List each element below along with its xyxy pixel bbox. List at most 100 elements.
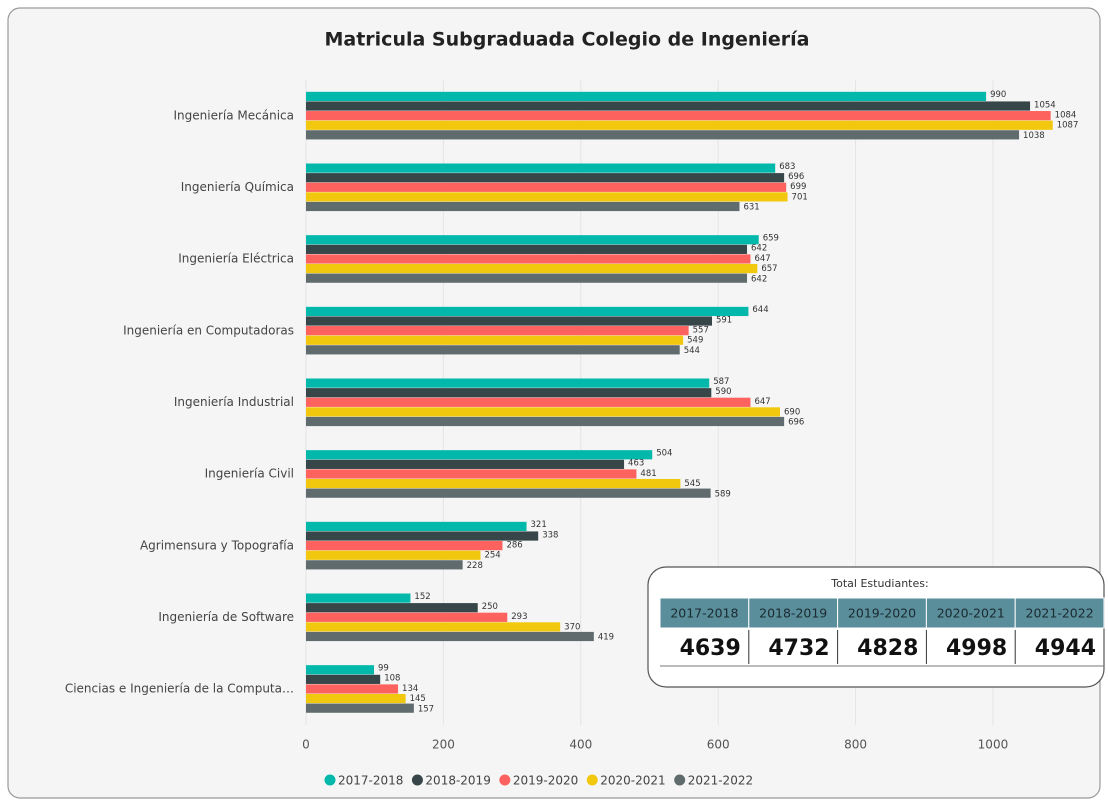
value-label: 659: [763, 233, 779, 243]
header-label: 2017-2018: [670, 606, 738, 621]
value-label: 463: [628, 459, 644, 469]
bar: [306, 488, 711, 498]
bar: [306, 235, 759, 245]
value-label: 1084: [1055, 111, 1077, 121]
value-label: 338: [542, 530, 558, 540]
bar: [306, 192, 788, 202]
total-value: 4828: [857, 636, 918, 661]
bar: [306, 182, 787, 192]
value-label: 690: [784, 407, 800, 417]
value-label: 1087: [1057, 121, 1079, 131]
value-label: 557: [693, 326, 709, 336]
value-label: 145: [410, 694, 426, 704]
bar: [306, 244, 748, 254]
total-value: 4639: [680, 636, 741, 661]
value-label: 99: [378, 663, 389, 673]
category-label: Ingeniería Mecánica: [174, 108, 294, 122]
bar: [306, 521, 527, 532]
bar: [306, 416, 785, 427]
summary-table: Total Estudiantes: 2017-2018 4639 2018-201…: [647, 566, 1105, 688]
bar: [306, 478, 681, 489]
total-value: 4998: [946, 636, 1007, 661]
bar: [306, 693, 406, 704]
value-label: 589: [715, 489, 731, 499]
bar: [306, 101, 1031, 111]
bar: [306, 407, 780, 417]
value-label: 642: [751, 274, 767, 284]
value-label: 228: [467, 561, 483, 571]
bar: [306, 111, 1051, 121]
value-label: 657: [761, 264, 777, 274]
chart-title: Matricula Subgraduada Colegio de Ingenie…: [324, 29, 809, 51]
value-label: 286: [506, 541, 522, 551]
category-label: Ingeniería Industrial: [174, 395, 294, 409]
bar: [306, 684, 399, 694]
value-label: 590: [715, 387, 731, 397]
value-label: 696: [788, 418, 804, 428]
legend-label: 2021-2022: [688, 774, 753, 788]
value-label: 549: [687, 336, 703, 346]
value-label: 250: [482, 602, 498, 612]
bar: [306, 388, 712, 398]
legend-label: 2017-2018: [338, 774, 403, 788]
value-label: 481: [640, 469, 656, 479]
value-label: 152: [414, 592, 430, 602]
bar: [306, 273, 748, 283]
legend-marker: [586, 774, 598, 786]
bar: [306, 201, 740, 212]
legend-marker: [411, 774, 423, 786]
x-tick-label: 800: [844, 738, 867, 752]
category-label: Ingeniería de Software: [158, 610, 294, 624]
bar: [306, 335, 684, 345]
value-label: 254: [484, 551, 500, 561]
category-label: Agrimensura y Topografía: [140, 538, 294, 552]
value-label: 683: [779, 162, 795, 172]
legend-marker: [499, 774, 511, 786]
plot: 0 200 400 600 800 1000 Ingeniería Mecánica 990 1…: [65, 80, 1079, 752]
value-label: 370: [564, 622, 580, 632]
bar: [306, 254, 751, 264]
header-cell: [659, 597, 750, 629]
legend-marker: [324, 774, 336, 786]
bar: [306, 469, 637, 479]
x-tick-label: 600: [707, 738, 730, 752]
value-label: 545: [684, 479, 700, 489]
bar: [306, 345, 680, 355]
bar: [306, 450, 653, 460]
bar: [306, 378, 710, 388]
category-label: Ingeniería Eléctrica: [178, 252, 294, 266]
legend-label: 2020-2021: [600, 774, 665, 788]
bar: [306, 541, 503, 551]
bar: [306, 130, 1020, 140]
value-label: 504: [656, 448, 672, 458]
legend-label: 2018-2019: [425, 774, 490, 788]
value-label: 647: [754, 397, 770, 407]
header-label: 2020-2021: [937, 606, 1005, 621]
value-label: 701: [792, 192, 808, 202]
bar: [306, 631, 594, 642]
category-label: Ingeniería en Computadoras: [123, 323, 294, 337]
value-label: 647: [754, 254, 770, 264]
bar: [306, 622, 561, 632]
bar: [306, 263, 758, 274]
legend-label: 2019-2020: [513, 774, 578, 788]
legend-marker: [674, 774, 686, 786]
bar: [306, 674, 381, 684]
table-title: Total Estudiantes:: [830, 577, 928, 590]
bar: [306, 531, 539, 541]
header-cell: [1014, 597, 1105, 629]
x-tick-label: 200: [432, 738, 455, 752]
header-label: 2018-2019: [759, 606, 827, 621]
bar: [306, 163, 776, 173]
value-label: 631: [743, 203, 759, 213]
value-label: 293: [511, 612, 527, 622]
bar: [306, 326, 689, 336]
value-label: 321: [531, 520, 547, 530]
header-label: 2019-2020: [848, 606, 916, 621]
bar: [306, 593, 411, 603]
bar: [306, 612, 508, 622]
value-label: 587: [713, 377, 729, 387]
value-label: 1038: [1023, 131, 1045, 141]
bar: [306, 173, 785, 183]
